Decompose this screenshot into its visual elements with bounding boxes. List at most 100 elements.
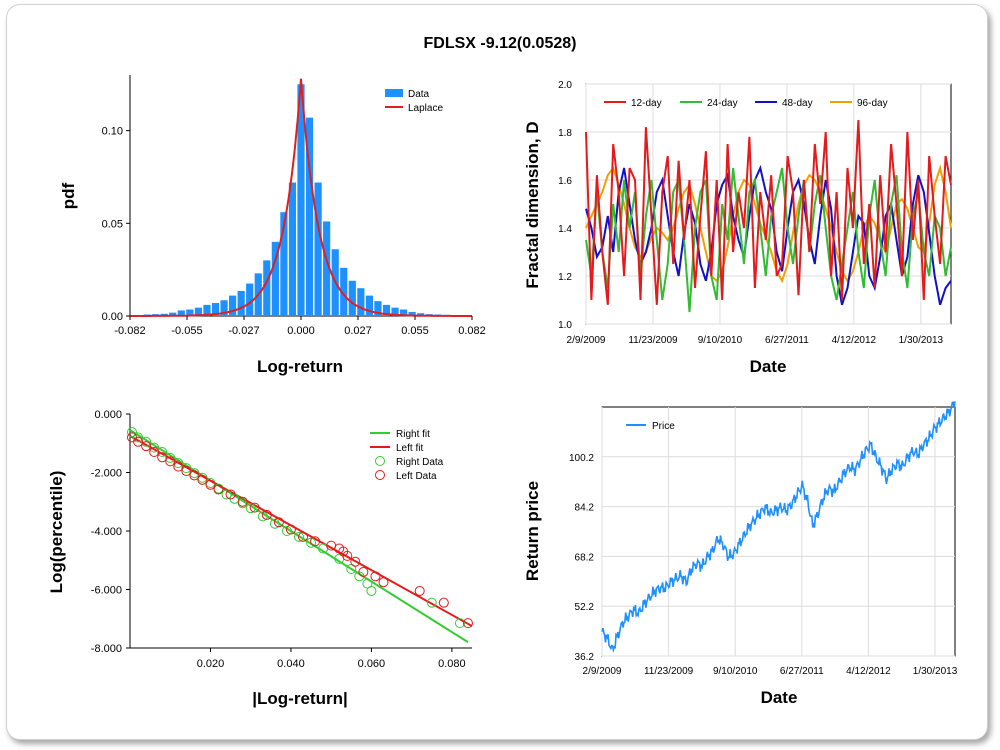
histogram-bar (186, 309, 194, 316)
right-data-point (269, 518, 280, 529)
histogram-bar (408, 311, 416, 316)
legend-label-data: Data (408, 89, 430, 100)
histogram-bar (374, 301, 382, 316)
tails-y-tick-label: -4.000 (91, 526, 122, 538)
histogram-x-tick-label: -0.055 (171, 325, 202, 337)
right-data-point (306, 537, 317, 548)
left-data-point (273, 517, 284, 528)
price-x-tick-label: 1/30/2013 (913, 666, 958, 677)
histogram-bar (323, 221, 331, 316)
histogram-bar (220, 300, 228, 316)
tails-x-tick-label: 0.080 (438, 658, 466, 670)
right-data-point (181, 463, 192, 474)
right-data-point (366, 585, 377, 596)
fractal-series-line (585, 167, 952, 313)
histogram-bars (134, 84, 468, 317)
histogram-y-tick-label: 0.00 (102, 311, 123, 323)
price-x-tick-label: 2/9/2009 (583, 666, 622, 677)
histogram-bar (340, 267, 348, 316)
histogram-bar (194, 307, 202, 316)
histogram-ticks: -0.082 -0.055 -0.027 0.000 0.027 0.055 0.082 0.… (102, 126, 486, 337)
histogram-bar (280, 212, 288, 316)
price-x-tick-label: 4/12/2012 (846, 666, 891, 677)
price-y-tick-label: 52.2 (575, 602, 595, 613)
tails-ticks: 0.020 0.040 0.060 0.080 0.000 -2.000 -4.000 -6.… (91, 409, 466, 670)
price-plot-area (601, 406, 956, 657)
left-data-point (350, 556, 361, 567)
price-line (601, 401, 956, 654)
price-grid (601, 407, 955, 657)
price-panel: 36.2 52.2 68.2 84.2 100.2 2/9/2009 11/23/2009 9… (523, 401, 958, 707)
right-data-point (221, 489, 232, 500)
tails-y-tick-label: 0.000 (94, 409, 122, 421)
histogram-x-label: Log-return (257, 357, 343, 376)
fractal-x-tick-label: 4/12/2012 (832, 335, 877, 346)
fractal-x-tick-label: 9/10/2010 (698, 335, 743, 346)
histogram-bar (357, 288, 365, 316)
tails-points (127, 427, 473, 629)
left-data-point (237, 496, 248, 507)
legend-swatch-left-data (375, 470, 385, 480)
fractal-ticks: 1.0 1.2 1.4 1.6 1.8 2.0 2/9/2009 11/23/2009 9/10… (558, 80, 943, 346)
legend-label-right-fit: Right fit (396, 429, 430, 440)
histogram-bar (365, 295, 373, 316)
legend-swatch-data (385, 89, 403, 97)
histogram-y-tick-label: 0.05 (102, 218, 123, 230)
histogram-y-label: pdf (59, 182, 78, 209)
histogram-bar (348, 280, 356, 316)
tails-legend: Right fit Left fit Right Data Left Data (370, 429, 444, 482)
price-y-label: Return price (523, 481, 542, 581)
histogram-x-tick-label: -0.027 (228, 325, 259, 337)
left-data-point (173, 461, 184, 472)
left-data-point (358, 566, 369, 577)
fractal-x-tick-label: 6/27/2011 (765, 335, 809, 346)
left-data-point (370, 571, 381, 582)
price-y-tick-label: 100.2 (569, 453, 594, 464)
price-x-tick-label: 6/27/2011 (780, 666, 824, 677)
left-data-point (298, 531, 309, 542)
left-data-point (249, 502, 260, 513)
histogram-x-tick-label: 0.082 (458, 325, 486, 337)
histogram-bar (177, 310, 185, 316)
left-data-point (261, 509, 272, 520)
fractal-x-tick-label: 1/30/2013 (899, 335, 944, 346)
fractal-y-tick-label: 1.6 (558, 176, 572, 187)
legend-label-48-day: 48-day (782, 98, 813, 109)
fractal-panel: 1.0 1.2 1.4 1.6 1.8 2.0 2/9/2009 11/23/2009 9/10… (523, 80, 952, 376)
laplace-curve (130, 78, 472, 317)
fractal-legend: 12-day 24-day 48-day 96-day (604, 98, 888, 109)
left-data-point (157, 452, 168, 463)
legend-label-12-day: 12-day (631, 98, 662, 109)
tails-panel: 0.020 0.040 0.060 0.080 0.000 -2.000 -4.000 -6.… (47, 409, 473, 708)
histogram-bar (169, 312, 177, 316)
tails-y-tick-label: -2.000 (91, 468, 122, 480)
histogram-bar (160, 313, 168, 316)
left-data-point (285, 524, 296, 535)
left-data-point (181, 466, 192, 477)
right-data-point (133, 432, 144, 443)
right-data-point (165, 452, 176, 463)
histogram-x-tick-label: 0.027 (344, 325, 372, 337)
tails-y-tick-label: -8.000 (91, 643, 122, 655)
fractal-series-line (585, 119, 952, 305)
histogram-bar (297, 84, 305, 317)
price-x-tick-label: 11/23/2009 (644, 666, 694, 677)
histogram-y-tick-label: 0.10 (102, 126, 123, 138)
legend-label-laplace: Laplace (408, 103, 443, 114)
chart-title: FDLSX -9.12(0.0528) (424, 35, 577, 52)
histogram-bar (211, 303, 220, 316)
left-fit-line (129, 435, 473, 627)
price-y-tick-label: 84.2 (575, 503, 595, 514)
fractal-x-tick-label: 11/23/2009 (628, 335, 678, 346)
histogram-x-tick-label: 0.055 (401, 325, 429, 337)
right-data-point (149, 442, 160, 453)
left-data-point (310, 536, 321, 547)
tails-x-tick-label: 0.020 (197, 658, 225, 670)
right-data-point (293, 531, 304, 542)
right-data-point (173, 458, 184, 469)
left-data-point (225, 489, 236, 500)
legend-label-left-fit: Left fit (396, 443, 423, 454)
left-data-point (133, 436, 144, 447)
right-data-point (245, 503, 256, 514)
